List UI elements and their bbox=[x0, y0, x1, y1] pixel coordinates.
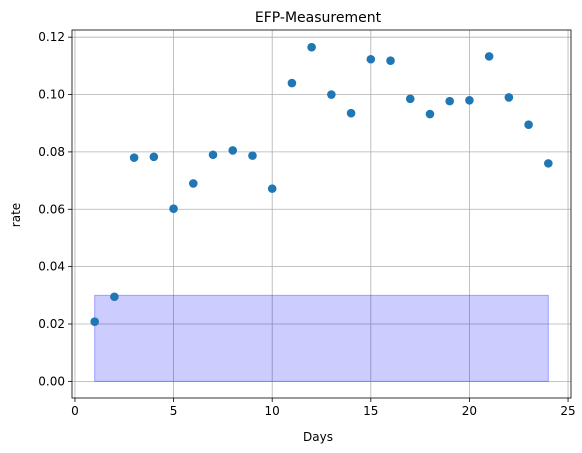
y-tick-label: 0.02 bbox=[38, 317, 65, 331]
y-tick-label: 0.12 bbox=[38, 30, 65, 44]
chart-title: EFP-Measurement bbox=[255, 10, 382, 26]
y-tick-label: 0.04 bbox=[38, 260, 65, 274]
plot-frame bbox=[71, 29, 572, 399]
data-point bbox=[110, 292, 119, 302]
data-point bbox=[327, 90, 336, 99]
data-points bbox=[90, 42, 553, 327]
data-point bbox=[149, 152, 159, 162]
data-point bbox=[248, 151, 257, 160]
y-tick-label: 0.10 bbox=[38, 88, 65, 102]
x-tick-label: 0 bbox=[71, 404, 79, 418]
x-tick-label: 25 bbox=[560, 404, 575, 418]
data-point bbox=[484, 52, 494, 61]
x-tick-label: 10 bbox=[265, 404, 280, 418]
x-tick-label: 20 bbox=[462, 404, 477, 418]
data-point bbox=[445, 96, 455, 106]
data-point bbox=[544, 159, 553, 168]
data-point bbox=[425, 109, 435, 119]
x-axis-label: Days bbox=[303, 430, 333, 444]
y-axis-ticks: 0.00 0.02 0.04 0.06 0.08 0.10 0.12 bbox=[38, 30, 72, 388]
grid bbox=[72, 30, 571, 398]
shaded-region-layer bbox=[94, 294, 549, 382]
data-point bbox=[208, 150, 218, 160]
data-point bbox=[366, 54, 376, 64]
y-tick-label: 0.00 bbox=[38, 374, 65, 388]
data-point bbox=[307, 42, 316, 52]
data-point bbox=[169, 204, 178, 213]
data-point bbox=[228, 146, 238, 155]
x-tick-label: 5 bbox=[170, 404, 178, 418]
y-tick-label: 0.08 bbox=[38, 145, 65, 159]
data-point bbox=[386, 56, 395, 65]
data-point bbox=[504, 93, 514, 102]
data-point bbox=[90, 317, 99, 327]
shaded-region bbox=[94, 294, 549, 382]
data-point bbox=[287, 78, 297, 88]
y-tick-label: 0.06 bbox=[38, 202, 65, 216]
data-point bbox=[188, 179, 198, 188]
y-axis-label: rate bbox=[9, 203, 23, 227]
data-point bbox=[524, 120, 533, 129]
data-point bbox=[346, 108, 356, 118]
data-point bbox=[465, 95, 474, 105]
data-point bbox=[267, 184, 277, 193]
data-point bbox=[405, 94, 415, 104]
data-point bbox=[129, 153, 139, 162]
x-axis-ticks: 0 5 10 15 20 25 bbox=[71, 398, 576, 418]
x-tick-label: 15 bbox=[363, 404, 378, 418]
